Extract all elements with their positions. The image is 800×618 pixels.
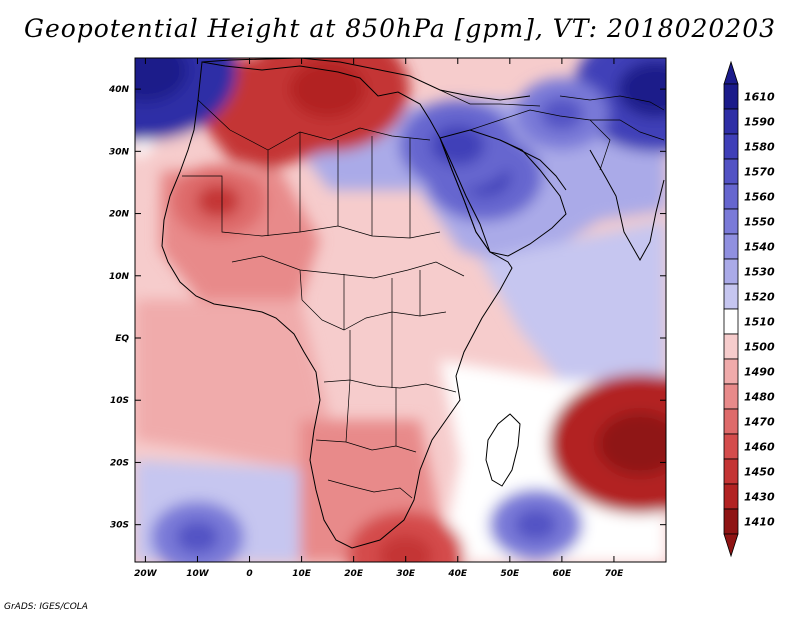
y-tick-label: 40N xyxy=(108,85,130,95)
colorbar-swatch xyxy=(723,408,739,435)
colorbar: 1610 1590 1580 1570 1560 1550 1540 1530 1520 1510… xyxy=(723,60,775,558)
colorbar-label: 1540 xyxy=(744,241,775,254)
colorbar-label: 1460 xyxy=(744,441,775,454)
colorbar-bottom-arrow xyxy=(723,533,739,558)
madagascar-coastline xyxy=(485,413,521,487)
border-middle-east xyxy=(439,89,611,171)
colorbar-swatch xyxy=(723,158,739,185)
colorbar-label: 1610 xyxy=(744,91,775,104)
colorbar-swatch xyxy=(723,458,739,485)
colorbar-swatch xyxy=(723,358,739,385)
x-tick-label: 30E xyxy=(396,569,416,579)
low-core-0 xyxy=(135,58,188,102)
colorbar-label: 1560 xyxy=(744,191,775,204)
border-southern xyxy=(315,439,417,453)
y-tick-label: 20S xyxy=(110,458,129,468)
colorbar-label: 1520 xyxy=(744,291,775,304)
border-verticals-1 xyxy=(267,132,411,238)
map-title: Geopotential Height at 850hPa [gpm], VT:… xyxy=(23,14,777,43)
border-south-central xyxy=(323,379,457,393)
low-core-3 xyxy=(430,124,485,166)
x-tick-label: 40E xyxy=(447,569,468,579)
colorbar-label: 1410 xyxy=(744,516,775,529)
colorbar-swatch xyxy=(723,258,739,285)
grads-credit: GrADS: IGES/COLA xyxy=(4,602,88,612)
low-core-4 xyxy=(540,97,584,131)
height-field xyxy=(135,58,666,562)
red-sea xyxy=(439,137,491,253)
x-tick-label: 20E xyxy=(344,569,364,579)
colorbar-label: 1570 xyxy=(744,166,775,179)
colorbar-swatch xyxy=(723,133,739,160)
x-tick-label: 70E xyxy=(605,569,625,579)
coastlines xyxy=(161,58,665,549)
colorbar-swatch xyxy=(723,183,739,210)
low-core-1 xyxy=(617,60,666,118)
colorbar-label: 1550 xyxy=(744,216,775,229)
x-tick-label: 10E xyxy=(292,569,312,579)
high-core-8 xyxy=(196,184,240,218)
x-tick-label: 10W xyxy=(186,569,210,579)
country-borders xyxy=(182,89,665,499)
colorbar-label: 1530 xyxy=(744,266,775,279)
colorbar-label: 1470 xyxy=(744,416,775,429)
border-south-africa xyxy=(327,479,413,499)
border-central xyxy=(231,255,465,279)
colorbar-swatch xyxy=(723,83,739,110)
colorbar-label: 1500 xyxy=(744,341,775,354)
high-core-10 xyxy=(597,412,666,476)
x-tick-label: 50E xyxy=(500,569,520,579)
colorbar-swatch xyxy=(723,283,739,310)
y-tick-label: 20N xyxy=(109,210,130,220)
colorbar-swatch xyxy=(723,233,739,260)
colorbar-top-arrow xyxy=(723,60,739,85)
x-tick-label: 0 xyxy=(246,569,252,579)
y-tick-label: 10N xyxy=(109,272,130,282)
plot-frame xyxy=(134,57,667,563)
x-tick-label: 60E xyxy=(553,569,573,579)
high-core-9 xyxy=(378,535,433,562)
border-asia xyxy=(559,95,665,141)
colorbar-swatch xyxy=(723,383,739,410)
africa-coastline xyxy=(161,61,513,549)
high-core-7 xyxy=(289,60,366,118)
region-atlantic xyxy=(135,300,330,470)
colorbar-label: 1590 xyxy=(744,116,775,129)
colorbar-swatch xyxy=(723,108,739,135)
axis-ticks: 20W 10W 0 10E 20E 30E 40E 50E 60E 70E 40N 30N 20N 10N… xyxy=(108,58,666,579)
colorbar-swatch xyxy=(723,433,739,460)
persian-gulf xyxy=(519,149,567,191)
border-sahara-north xyxy=(197,99,431,151)
colorbar-swatch xyxy=(723,483,739,510)
colorbar-swatch xyxy=(723,508,739,535)
y-tick-label: 30N xyxy=(109,147,130,157)
colorbar-label: 1480 xyxy=(744,391,775,404)
y-tick-label: 10S xyxy=(110,396,129,406)
x-tick-label: 20W xyxy=(134,569,158,579)
europe-coastline xyxy=(201,58,531,101)
colorbar-swatch xyxy=(723,208,739,235)
colorbar-label: 1450 xyxy=(744,466,775,479)
y-tick-label: 30S xyxy=(110,521,129,531)
colorbar-label: 1510 xyxy=(744,316,775,329)
low-core-6 xyxy=(514,508,558,541)
low-core-5 xyxy=(175,520,220,554)
colorbar-swatch xyxy=(723,308,739,335)
colorbar-label: 1490 xyxy=(744,366,775,379)
india-coastline xyxy=(589,149,665,262)
region-indian-ocean xyxy=(480,220,666,380)
border-verticals-2 xyxy=(299,269,421,446)
y-tick-label: EQ xyxy=(115,334,129,344)
colorbar-label: 1430 xyxy=(744,491,775,504)
colorbar-label: 1580 xyxy=(744,141,775,154)
colorbar-swatch xyxy=(723,333,739,360)
